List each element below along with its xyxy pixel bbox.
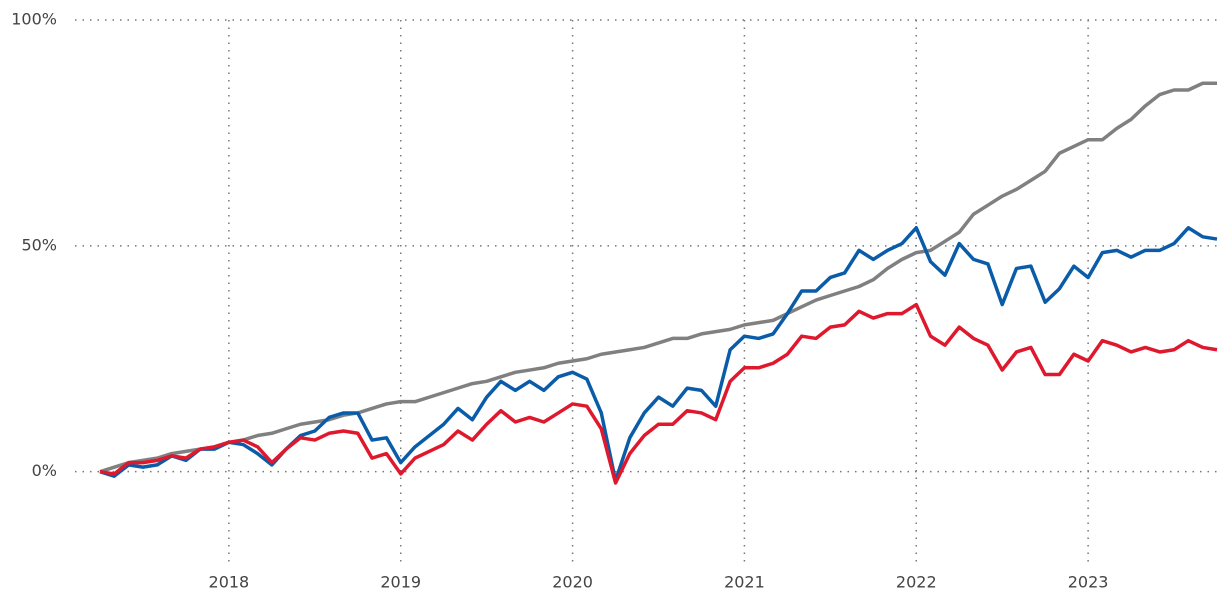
y-tick-label: 100%	[11, 10, 57, 29]
series-line	[99, 81, 1217, 474]
x-tick-label: 2021	[724, 573, 765, 592]
x-tick-label: 2019	[380, 573, 421, 592]
x-tick-label: 2023	[1068, 573, 1109, 592]
series-line	[99, 302, 1218, 485]
x-tick-label: 2018	[209, 573, 250, 592]
series-line	[99, 226, 1218, 483]
x-tick-label: 2022	[896, 573, 937, 592]
y-tick-label: 50%	[21, 235, 57, 254]
y-tick-label: 0%	[32, 461, 57, 480]
x-tick-label: 2020	[552, 573, 593, 592]
